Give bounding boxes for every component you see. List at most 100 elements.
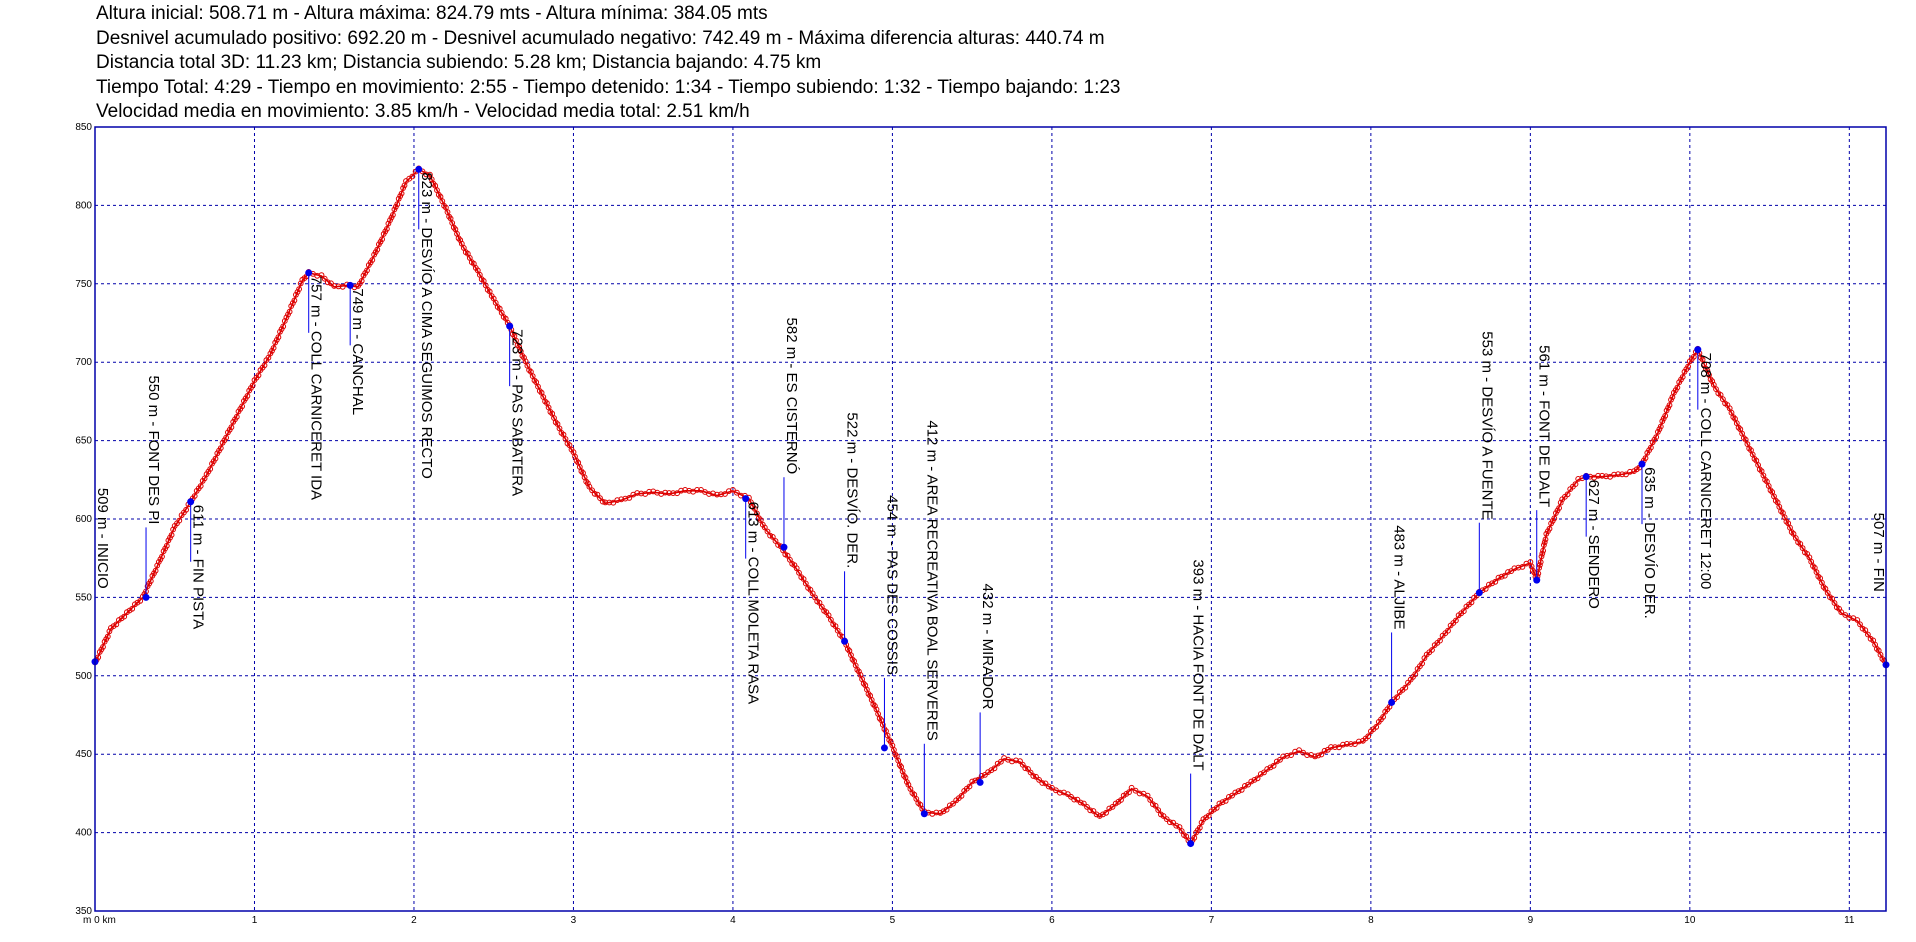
waypoint: 553 m - DESVÍO A FUENTE — [1475, 331, 1495, 597]
waypoint-label: 627 m - SENDERO — [1585, 480, 1602, 609]
elevation-point — [1539, 550, 1546, 557]
elevation-point — [1756, 466, 1763, 473]
elevation-point — [1013, 757, 1019, 764]
elevation-point — [1666, 402, 1673, 409]
elevation-point — [752, 506, 758, 512]
elevation-point — [686, 487, 692, 494]
elevation-point — [1284, 752, 1290, 759]
elevation-point — [734, 489, 740, 496]
elevation-point — [1132, 787, 1139, 794]
x-tick-label: 1 — [252, 915, 258, 926]
elevation-point — [662, 489, 669, 496]
elevation-point — [1648, 444, 1654, 451]
elevation-point — [1537, 562, 1543, 568]
elevation-point — [1482, 586, 1489, 592]
elevation-point — [1280, 753, 1287, 760]
elevation-point — [1508, 568, 1515, 574]
elevation-point — [946, 802, 953, 809]
elevation-point — [1242, 783, 1248, 789]
elevation-point — [800, 576, 807, 582]
elevation-point — [1453, 617, 1459, 624]
elevation-point — [1245, 781, 1251, 788]
elevation-point — [1232, 789, 1239, 796]
elevation-point — [761, 524, 768, 531]
elevation-point — [670, 490, 676, 497]
elevation-point — [293, 291, 299, 298]
elevation-point — [1344, 741, 1350, 747]
waypoint-marker — [415, 165, 423, 173]
waypoint-marker — [506, 322, 514, 330]
elevation-point — [283, 314, 290, 321]
elevation-point — [1340, 741, 1346, 748]
chart-grid — [95, 127, 1886, 911]
elevation-point — [933, 809, 940, 816]
elevation-point — [1216, 800, 1223, 807]
waypoint-label: 553 m - DESVÍO A FUENTE — [1478, 331, 1495, 519]
elevation-point — [1321, 747, 1328, 754]
elevation-point — [618, 496, 625, 503]
elevation-point — [233, 413, 240, 420]
elevation-point — [1662, 412, 1669, 419]
elevation-point — [1783, 518, 1790, 525]
elevation-point — [1419, 660, 1425, 667]
waypoint-label: 823 m - DESVÍO A CIMA SEGUIMOS RECTO — [418, 172, 435, 478]
elevation-point — [1846, 615, 1853, 621]
elevation-point — [694, 487, 700, 493]
elevation-point — [1797, 541, 1804, 547]
elevation-point — [828, 616, 834, 623]
elevation-point — [294, 289, 301, 295]
elevation-point — [1854, 617, 1861, 623]
elevation-point — [1267, 764, 1274, 771]
elevation-point — [1762, 476, 1768, 483]
elevation-point — [622, 495, 629, 502]
elevation-point — [1356, 738, 1362, 745]
elevation-point — [1535, 570, 1542, 577]
elevation-point — [1235, 788, 1242, 795]
waypoint: 823 m - DESVÍO A CIMA SEGUIMOS RECTO — [415, 165, 435, 479]
waypoint-label: 483 m - ALJIBE — [1391, 525, 1408, 629]
elevation-point — [1572, 481, 1579, 488]
plot-frame — [94, 126, 1887, 912]
waypoint-label: 611 m - FIN PISTA — [190, 505, 207, 629]
elevation-point — [441, 202, 448, 209]
elevation-point — [1074, 796, 1081, 803]
waypoint-label: 757 m - COLL CARNICERET IDA — [308, 276, 325, 500]
elevation-point — [249, 382, 256, 389]
elevation-point — [991, 765, 998, 772]
elevation-point — [147, 578, 154, 584]
elevation-point — [1501, 572, 1508, 579]
elevation-point — [1824, 590, 1831, 596]
elevation-point — [1136, 790, 1143, 797]
elevation-point — [1270, 762, 1277, 769]
elevation-point — [1595, 472, 1601, 479]
elevation-point — [1679, 374, 1686, 380]
elevation-point — [154, 562, 161, 569]
elevation-point — [1709, 378, 1716, 385]
waypoint: 708 m - COLL CARNICERET 12:00 — [1694, 346, 1714, 589]
elevation-point — [321, 275, 328, 282]
elevation-point — [844, 646, 851, 652]
elevation-point — [1336, 744, 1342, 751]
waypoint-marker — [920, 810, 928, 818]
y-axis-ticks: 350 400 450 500 550 600 650 700 750 800 850 — [75, 122, 92, 917]
elevation-point — [1730, 414, 1737, 421]
elevation-point — [802, 580, 809, 587]
elevation-point — [578, 468, 585, 475]
elevation-point — [1710, 381, 1717, 388]
elevation-point — [1685, 363, 1691, 370]
elevation-point — [775, 542, 781, 548]
elevation-point — [1394, 694, 1400, 700]
elevation-point — [223, 434, 230, 441]
x-tick-label: 4 — [730, 915, 736, 926]
y-tick-label: 500 — [75, 671, 92, 682]
elevation-point — [1551, 515, 1558, 522]
waypoint-label: 393 m - HACIA FONT DE DALT — [1190, 559, 1207, 770]
elevation-point — [1167, 819, 1173, 826]
elevation-point — [1170, 819, 1176, 826]
elevation-point — [1810, 563, 1816, 569]
elevation-point — [726, 488, 732, 495]
elevation-point — [121, 613, 128, 620]
elevation-point — [583, 478, 590, 485]
elevation-point — [562, 436, 569, 442]
elevation-point — [289, 300, 296, 307]
